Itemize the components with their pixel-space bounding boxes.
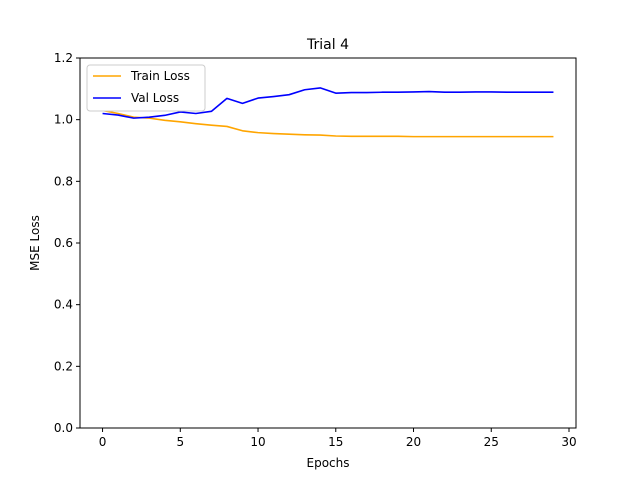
train-loss-line — [102, 109, 554, 138]
y-tick-label: 0.0 — [54, 421, 73, 435]
x-tick-label: 20 — [406, 435, 421, 449]
x-tick-label: 15 — [328, 435, 343, 449]
y-tick-label: 1.2 — [54, 51, 73, 65]
legend: Train Loss Val Loss — [86, 64, 206, 112]
x-axis-label: Epochs — [307, 456, 350, 470]
x-tick-label: 30 — [561, 435, 576, 449]
y-tick-label: 0.8 — [54, 174, 73, 188]
y-axis: 0.0 0.2 0.4 0.6 0.8 1.0 1.2 — [54, 51, 80, 435]
y-tick-label: 0.2 — [54, 359, 73, 373]
x-tick-label: 0 — [99, 435, 107, 449]
x-tick-label: 25 — [484, 435, 499, 449]
y-tick-label: 1.0 — [54, 113, 73, 127]
y-tick-label: 0.6 — [54, 236, 73, 250]
train-loss-legend-label: Train Loss — [130, 69, 190, 83]
y-axis-label: MSE Loss — [28, 215, 42, 271]
chart-title: Trial 4 — [306, 37, 349, 53]
val-loss-legend-label: Val Loss — [131, 91, 179, 105]
y-tick-label: 0.4 — [54, 298, 73, 312]
x-tick-label: 10 — [250, 435, 265, 449]
x-axis: 0 5 10 15 20 25 30 — [99, 428, 577, 449]
plot-area — [102, 87, 554, 138]
val-loss-line — [102, 87, 554, 119]
x-tick-label: 5 — [176, 435, 184, 449]
